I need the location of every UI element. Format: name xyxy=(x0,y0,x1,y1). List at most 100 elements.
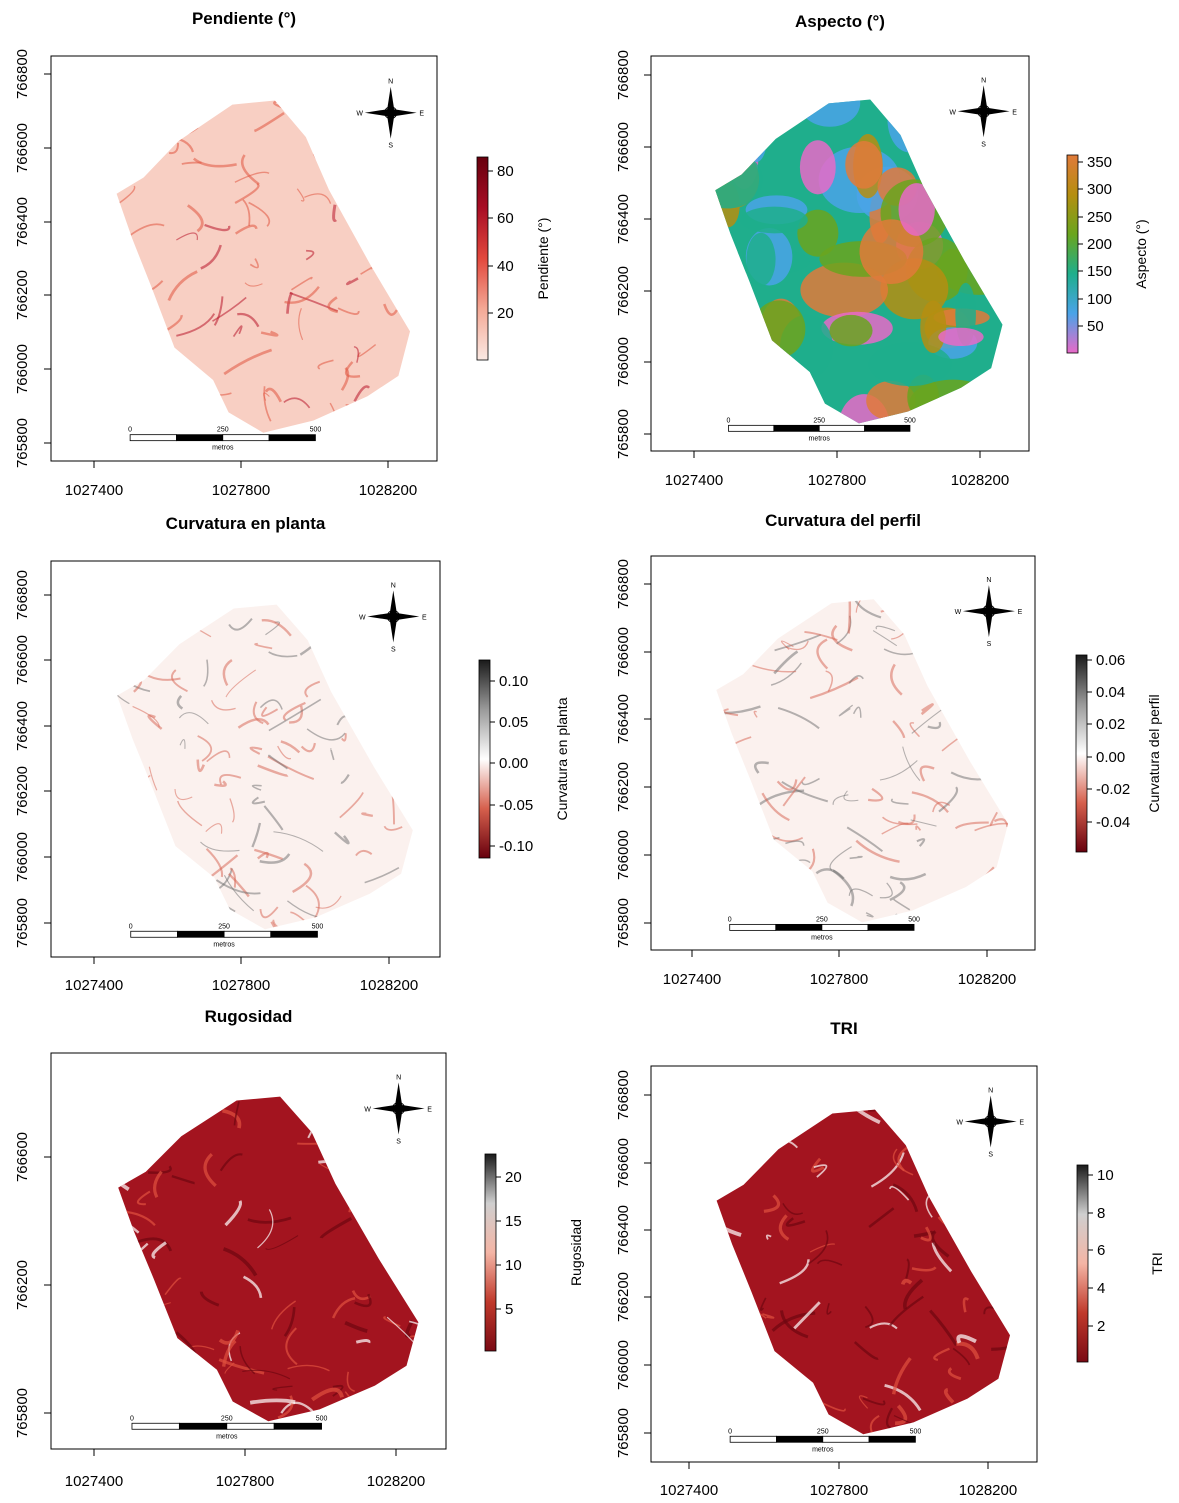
north-label: N xyxy=(986,577,991,584)
scale-tick: 250 xyxy=(218,923,230,930)
north-label: N xyxy=(988,1087,993,1094)
legend-tick-label: 5 xyxy=(505,1301,513,1318)
legend-tick-label: 10 xyxy=(1097,1167,1114,1184)
scale-tick: 250 xyxy=(813,417,825,424)
legend-color-bar xyxy=(1076,1164,1089,1363)
y-tick-label: 766000 xyxy=(14,832,31,882)
legend-tick-label: 40 xyxy=(497,258,514,275)
y-tick-label: 766800 xyxy=(14,49,31,99)
map-panel-curv-planta: Curvatura en planta N S W E 0 250 500 metros 1027… xyxy=(14,514,570,994)
north-arrow-icon: N S W E xyxy=(955,577,1023,648)
panel-title: Curvatura del perfil xyxy=(765,511,921,530)
y-tick-label: 766800 xyxy=(615,559,632,609)
panel-title: Rugosidad xyxy=(205,1007,293,1026)
y-tick-label: 765800 xyxy=(615,898,632,948)
map-panel-pendiente: Pendiente (°) N S W E 0 250 500 metros 1027400 102… xyxy=(14,9,551,499)
scale-unit: metros xyxy=(212,445,234,452)
north-label: N xyxy=(396,1074,401,1081)
legend-title: Curvatura en planta xyxy=(554,697,570,820)
south-label: S xyxy=(388,143,393,150)
x-tick-label: 1028200 xyxy=(951,472,1009,489)
south-label: S xyxy=(988,1151,993,1158)
x-tick-label: 1027400 xyxy=(65,1473,123,1490)
legend-tick-label: 150 xyxy=(1087,263,1112,280)
y-tick-label: 765800 xyxy=(615,409,632,459)
legend-tick-label: 100 xyxy=(1087,291,1112,308)
x-tick-label: 1027800 xyxy=(808,472,866,489)
scale-unit: metros xyxy=(812,1446,834,1453)
y-tick-label: 765800 xyxy=(14,1388,31,1438)
scale-bar: 0 250 500 metros xyxy=(728,1428,921,1453)
south-label: S xyxy=(396,1138,401,1145)
north-arrow-icon: N S W E xyxy=(356,79,424,150)
x-tick-label: 1028200 xyxy=(959,1482,1017,1499)
panel-title: Aspecto (°) xyxy=(795,12,885,31)
x-tick-label: 1028200 xyxy=(360,977,418,994)
legend-tick-label: 0.05 xyxy=(499,714,528,731)
south-label: S xyxy=(987,641,992,648)
legend-tick-label: 8 xyxy=(1097,1205,1105,1222)
north-arrow-icon: N S W E xyxy=(949,77,1017,148)
scale-tick: 500 xyxy=(910,1428,922,1435)
scale-unit: metros xyxy=(811,934,833,941)
legend-title: Rugosidad xyxy=(568,1219,584,1286)
scale-tick: 0 xyxy=(129,923,133,930)
west-label: W xyxy=(955,609,962,616)
y-tick-label: 766200 xyxy=(615,762,632,812)
legend-tick-label: 60 xyxy=(497,210,514,227)
x-tick-label: 1027400 xyxy=(663,971,721,988)
west-label: W xyxy=(949,109,956,116)
y-tick-label: 766200 xyxy=(14,270,31,320)
map-panel-curv-perfil: Curvatura del perfil N S W E 0 250 500 metros 102… xyxy=(615,511,1162,988)
east-label: E xyxy=(1018,609,1023,616)
y-tick-label: 766400 xyxy=(14,701,31,751)
scale-bar: 0 250 500 metros xyxy=(129,923,324,948)
south-label: S xyxy=(391,646,396,653)
x-tick-label: 1028200 xyxy=(367,1473,425,1490)
legend-color-bar xyxy=(478,659,491,859)
legend-tick-label: 15 xyxy=(505,1213,522,1230)
panel-title: TRI xyxy=(830,1019,857,1038)
scale-tick: 250 xyxy=(221,1415,233,1422)
scale-bar: 0 250 500 metros xyxy=(728,916,920,941)
legend-title: TRI xyxy=(1149,1252,1165,1275)
legend-title: Pendiente (°) xyxy=(535,218,551,300)
legend-tick-label: 250 xyxy=(1087,209,1112,226)
scale-tick: 500 xyxy=(312,923,324,930)
legend-tick-label: 0.06 xyxy=(1096,652,1125,669)
west-label: W xyxy=(364,1106,371,1113)
east-label: E xyxy=(427,1106,432,1113)
raster-texture xyxy=(118,1096,419,1422)
x-tick-label: 1028200 xyxy=(359,482,417,499)
scale-bar: 0 250 500 metros xyxy=(130,1415,327,1440)
raster-footprint xyxy=(716,1109,1010,1435)
y-tick-label: 765800 xyxy=(615,1408,632,1458)
scale-tick: 0 xyxy=(128,427,132,434)
y-tick-label: 766400 xyxy=(615,694,632,744)
legend-title: Curvatura del perfil xyxy=(1146,694,1162,812)
legend-color-bar xyxy=(1075,654,1088,853)
y-tick-label: 766400 xyxy=(615,194,632,244)
y-tick-label: 765800 xyxy=(14,898,31,948)
y-tick-label: 766000 xyxy=(615,830,632,880)
map-panel-tri: TRI N S W E 0 250 500 metros 1027400 1027800 102820… xyxy=(615,1019,1165,1499)
map-panel-rugosidad: Rugosidad N S W E 0 250 500 metros 1027400 1027800… xyxy=(14,1007,584,1490)
legend-tick-label: -0.02 xyxy=(1096,781,1130,798)
scale-tick: 500 xyxy=(908,916,920,923)
legend-color-bar xyxy=(476,156,489,361)
y-tick-label: 766200 xyxy=(14,1260,31,1310)
west-label: W xyxy=(956,1119,963,1126)
raster-footprint xyxy=(116,100,410,433)
y-tick-label: 766600 xyxy=(615,1138,632,1188)
y-tick-label: 765800 xyxy=(14,418,31,468)
scale-tick: 500 xyxy=(310,427,322,434)
x-tick-label: 1027400 xyxy=(65,482,123,499)
legend-tick-label: 6 xyxy=(1097,1242,1105,1259)
legend-tick-label: 200 xyxy=(1087,236,1112,253)
y-tick-label: 766000 xyxy=(14,344,31,394)
legend-tick-label: -0.10 xyxy=(499,838,533,855)
legend-tick-label: -0.05 xyxy=(499,797,533,814)
y-tick-label: 766600 xyxy=(615,122,632,172)
legend-tick-label: 350 xyxy=(1087,154,1112,171)
north-label: N xyxy=(981,77,986,84)
